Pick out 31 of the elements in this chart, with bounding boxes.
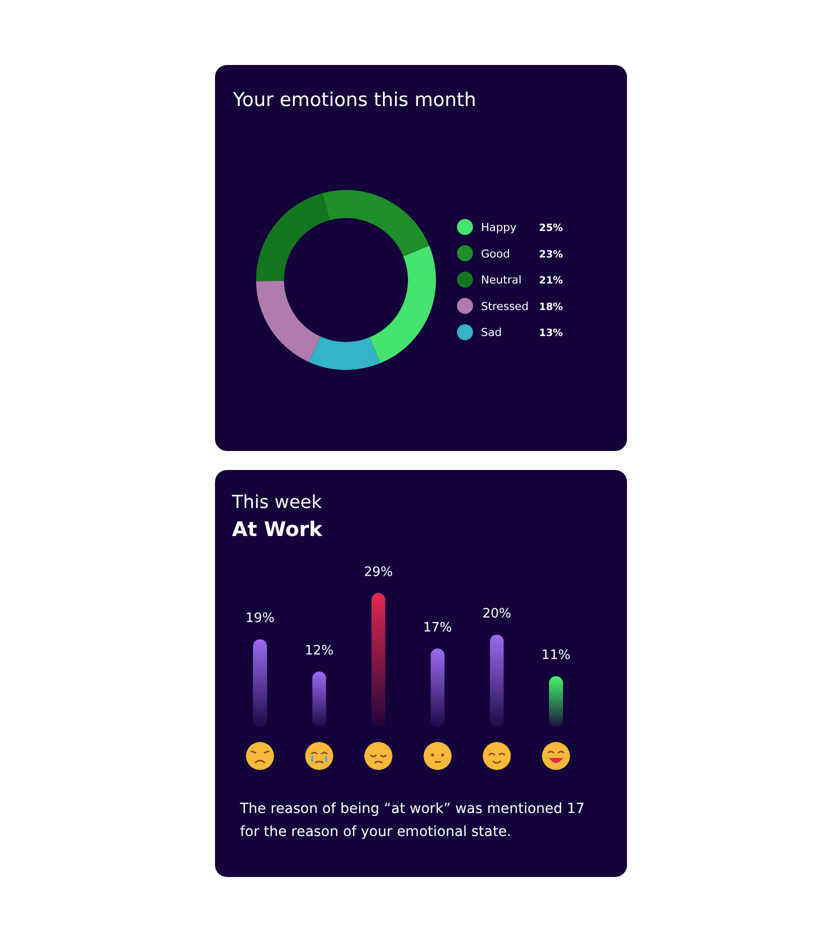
chart-title: At Work	[232, 517, 323, 541]
legend-label: Good	[481, 247, 510, 260]
data-label: 23%	[539, 249, 563, 260]
data-label: 11%	[542, 648, 570, 664]
legend-label: Stressed	[481, 300, 529, 313]
data-label: 12%	[304, 644, 334, 659]
chart-subtitle: This week	[231, 492, 322, 513]
donut-slice	[322, 190, 430, 256]
data-label: 21%	[539, 276, 563, 287]
bar	[549, 676, 563, 727]
bar	[312, 672, 326, 727]
data-label: 19%	[246, 611, 274, 626]
bar	[490, 634, 504, 727]
data-label: 18%	[539, 302, 563, 313]
data-label: 20%	[482, 606, 512, 622]
legend-label: Happy	[481, 221, 517, 234]
donut-slice	[308, 336, 380, 370]
data-label: 17%	[423, 620, 452, 636]
bar	[430, 648, 445, 727]
bar	[253, 639, 267, 727]
donut-slice	[370, 246, 436, 364]
bar	[371, 593, 386, 727]
chart-title: Your emotions this month	[232, 89, 476, 111]
text: The reason of being “at work” was mentioned 17 for the reason of your emotional state.	[239, 801, 585, 840]
legend-label: Sad	[481, 326, 502, 340]
data-label: 25%	[539, 223, 563, 234]
donut-slice	[256, 193, 330, 282]
donut-slice	[256, 280, 320, 362]
data-label: 13%	[539, 328, 563, 340]
data-label: 29%	[364, 565, 393, 580]
legend-label: Neutral	[481, 274, 522, 287]
